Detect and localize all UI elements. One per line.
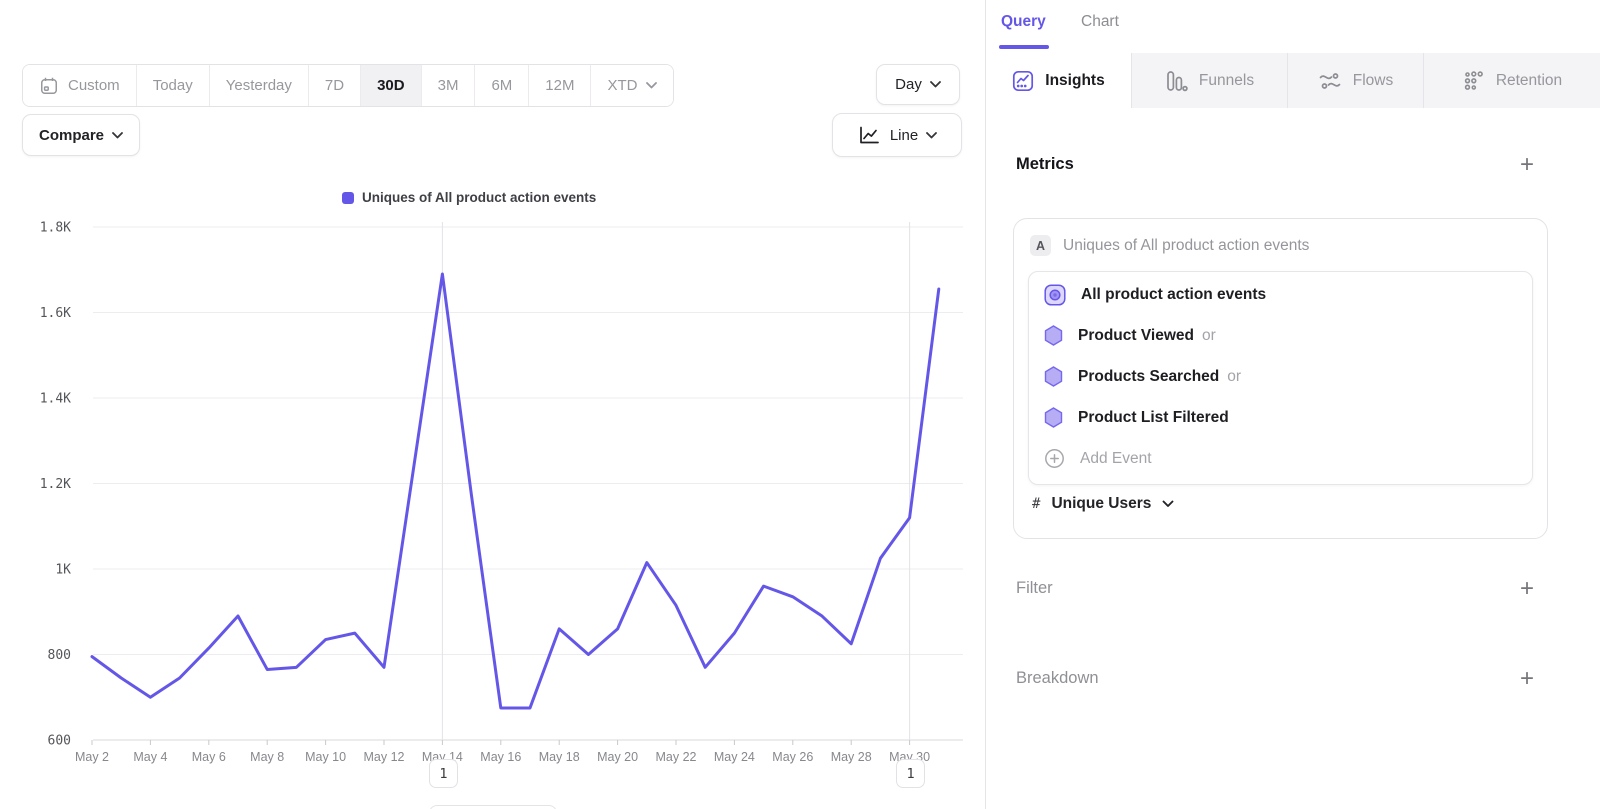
x-axis-label: May 18 (539, 750, 580, 764)
add-breakdown-button[interactable]: + (1514, 666, 1540, 692)
series-label: Uniques of All product action events (1063, 236, 1310, 254)
x-axis-label: May 24 (714, 750, 755, 764)
y-axis-label: 600 (48, 734, 71, 749)
add-filter-button[interactable]: + (1514, 576, 1540, 602)
chart-legend[interactable]: Uniques of All product action events (342, 190, 596, 205)
y-axis-label: 1.8K (40, 221, 71, 236)
tab-label: Funnels (1198, 71, 1255, 89)
tab-label: Flows (1352, 71, 1394, 89)
filter-section-title: Filter (1016, 579, 1053, 597)
hash-icon: # (1032, 496, 1041, 512)
measure-selector[interactable]: # Unique Users (1032, 495, 1174, 513)
x-axis-label: May 22 (656, 750, 697, 764)
insights-icon (1012, 70, 1034, 92)
event-hexagon-icon (1044, 366, 1063, 387)
x-axis-label: May 8 (250, 750, 284, 764)
series-line[interactable] (90, 272, 941, 710)
tab-label: Retention (1495, 71, 1563, 89)
breakdown-section-title: Breakdown (1016, 669, 1099, 687)
y-axis-label: 800 (48, 648, 71, 663)
add-metric-button[interactable]: + (1514, 152, 1540, 178)
tab-chart[interactable]: Chart (1081, 13, 1119, 30)
range-yesterday-button[interactable]: Yesterday (209, 65, 309, 106)
event-row-products-searched[interactable]: Products Searched or (1029, 356, 1532, 397)
x-axis-label: May 20 (597, 750, 638, 764)
range-3m-button[interactable]: 3M (421, 65, 476, 106)
x-axis-label: May 28 (831, 750, 872, 764)
event-row-product-list-filtered[interactable]: Product List Filtered (1029, 397, 1532, 438)
retention-icon (1463, 70, 1485, 92)
x-axis-label: May 12 (364, 750, 405, 764)
chart-type-label: Line (889, 126, 919, 144)
chevron-down-icon (926, 131, 938, 139)
range-6m-button[interactable]: 6M (475, 65, 530, 106)
compare-dropdown[interactable]: Compare (22, 114, 141, 156)
y-axis-label: 1.2K (40, 477, 71, 492)
tab-query[interactable]: Query (1001, 13, 1046, 30)
add-circle-icon (1044, 448, 1065, 469)
x-axis-label: May 2 (75, 750, 109, 764)
date-range-selector: Custom Today Yesterday 7D 30D 3M 6M 12M … (22, 64, 675, 107)
report-type-tabs: Insights Funnels (986, 53, 1600, 108)
series-letter-badge: A (1030, 235, 1051, 256)
tab-insights[interactable]: Insights (986, 53, 1131, 108)
event-row-product-viewed[interactable]: Product Viewed or (1029, 315, 1532, 356)
tab-retention[interactable]: Retention (1423, 53, 1600, 108)
event-list-card: All product action events Product Viewed… (1028, 271, 1533, 485)
compare-label: Compare (39, 126, 105, 144)
event-group-icon (1044, 283, 1066, 306)
range-12m-button[interactable]: 12M (529, 65, 592, 106)
tab-label: Insights (1045, 71, 1105, 89)
granularity-dropdown[interactable]: Day (876, 64, 960, 105)
x-axis-label: May 10 (305, 750, 346, 764)
x-axis-label: May 26 (772, 750, 813, 764)
calendar-icon (39, 76, 59, 96)
y-axis-label: 1.4K (40, 392, 71, 407)
metric-series-row[interactable]: A Uniques of All product action events (1030, 235, 1309, 256)
y-axis-label: 1K (55, 563, 71, 578)
cutoff-annotation-pill[interactable] (429, 805, 557, 809)
chevron-down-icon (646, 82, 658, 89)
event-hexagon-icon (1044, 407, 1063, 428)
annotation-badge[interactable]: 1 (428, 759, 458, 788)
x-axis-label: May 6 (192, 750, 226, 764)
metrics-section-title: Metrics (1016, 155, 1074, 173)
event-row-all-product-action-events[interactable]: All product action events (1029, 274, 1532, 315)
chevron-down-icon (112, 131, 123, 139)
tab-funnels[interactable]: Funnels (1131, 53, 1287, 108)
chart-type-dropdown[interactable]: Line (832, 113, 962, 157)
flows-icon (1318, 70, 1342, 92)
chevron-down-icon (929, 81, 941, 88)
granularity-label: Day (895, 76, 922, 93)
range-label: Custom (68, 77, 120, 94)
x-axis-label: May 4 (133, 750, 167, 764)
annotation-badge[interactable]: 1 (896, 759, 926, 788)
funnels-icon (1165, 70, 1188, 92)
active-tab-underline (999, 45, 1049, 49)
x-axis-label: May 16 (480, 750, 521, 764)
y-axis-label: 1.6K (40, 306, 71, 321)
event-hexagon-icon (1044, 325, 1063, 346)
chevron-down-icon (1162, 500, 1174, 508)
legend-swatch (342, 191, 354, 204)
chart-panel: Custom Today Yesterday 7D 30D 3M 6M 12M … (22, 64, 963, 809)
line-chart: 600 800 1K 1.2K 1.4K 1.6K 1.8K May 2 May 4 May 6 M… (40, 221, 963, 764)
range-custom-button[interactable]: Custom (23, 65, 137, 106)
query-panel: Query Chart Insights (985, 0, 1600, 809)
tab-flows[interactable]: Flows (1287, 53, 1423, 108)
line-chart-icon (857, 123, 882, 147)
metric-card: A Uniques of All product action events A… (1013, 218, 1548, 539)
add-event-button[interactable]: Add Event (1029, 438, 1532, 479)
legend-label: Uniques of All product action events (362, 190, 597, 205)
range-today-button[interactable]: Today (136, 65, 210, 106)
range-7d-button[interactable]: 7D (308, 65, 362, 106)
range-30d-button[interactable]: 30D (361, 65, 422, 106)
range-xtd-button[interactable]: XTD (591, 65, 674, 106)
